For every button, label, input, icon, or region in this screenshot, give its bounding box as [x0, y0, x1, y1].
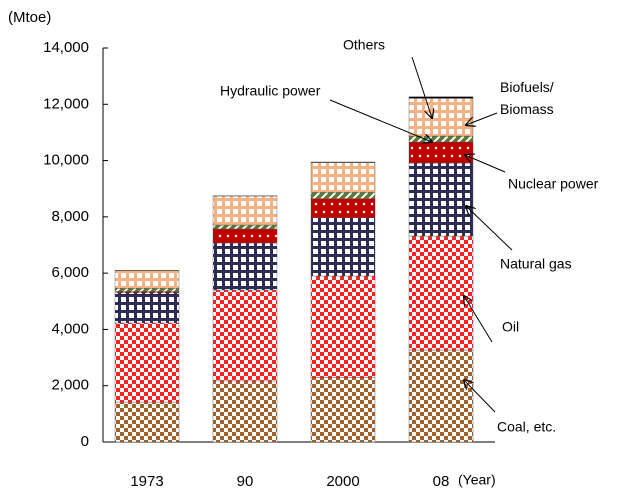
arrow [466, 206, 513, 251]
x-tick-label: 90 [237, 473, 254, 490]
bar-segment [408, 98, 474, 137]
bar-segment [408, 235, 474, 351]
bar-segment [114, 322, 180, 403]
series-label: Biofuels/ Biomass [500, 79, 554, 117]
bar-segment [408, 141, 474, 164]
x-tick-label: 1973 [130, 473, 163, 490]
x-axis-label: (Year) [458, 472, 496, 488]
bar-segment [408, 96, 474, 99]
bar-segment [114, 288, 180, 292]
series-label: Oil [502, 319, 519, 335]
bar-segment [310, 161, 376, 163]
bar-segment [310, 192, 376, 199]
bar-segment [212, 224, 278, 230]
y-tick-label: 2,000 [51, 377, 89, 394]
arrow [411, 56, 432, 118]
y-tick-label: 14,000 [43, 39, 89, 56]
y-axis-label: (Mtoe) [8, 9, 51, 26]
arrow [329, 99, 432, 142]
bar-segment [408, 162, 474, 237]
y-tick-label: 12,000 [43, 95, 89, 112]
bar-segment [212, 242, 278, 291]
y-tick-label: 0 [81, 433, 89, 450]
bar-segment [310, 162, 376, 193]
series-label: Coal, etc. [497, 419, 556, 435]
x-tick-label: 08 [433, 473, 450, 490]
series-label-text: Biofuels/ Biomass [500, 79, 554, 117]
arrow [466, 112, 498, 125]
series-label: Nuclear power [508, 176, 599, 192]
y-tick-label: 4,000 [51, 320, 89, 337]
y-tick-label: 10,000 [43, 152, 89, 169]
bar-segment [114, 401, 180, 443]
bar-segment [212, 228, 278, 244]
bar-segment [310, 275, 376, 378]
bar-segment [408, 349, 474, 443]
bar-segment [212, 380, 278, 443]
bar-segment [114, 291, 180, 294]
arrow [464, 380, 496, 413]
x-tick-label: 2000 [326, 473, 359, 490]
bar-segment [114, 292, 180, 324]
bar-segment [310, 217, 376, 277]
series-label: Others [343, 37, 385, 53]
series-label: Natural gas [500, 256, 572, 272]
arrow [465, 155, 506, 173]
bar-segment [212, 289, 278, 382]
bar-segment [310, 377, 376, 443]
bar-segment [310, 198, 376, 218]
y-tick-label: 8,000 [51, 208, 89, 225]
bar-segment [212, 195, 278, 226]
series-label: Hydraulic power [220, 83, 321, 99]
bar-segment [114, 270, 180, 289]
y-tick-label: 6,000 [51, 264, 89, 281]
arrow [464, 296, 493, 343]
